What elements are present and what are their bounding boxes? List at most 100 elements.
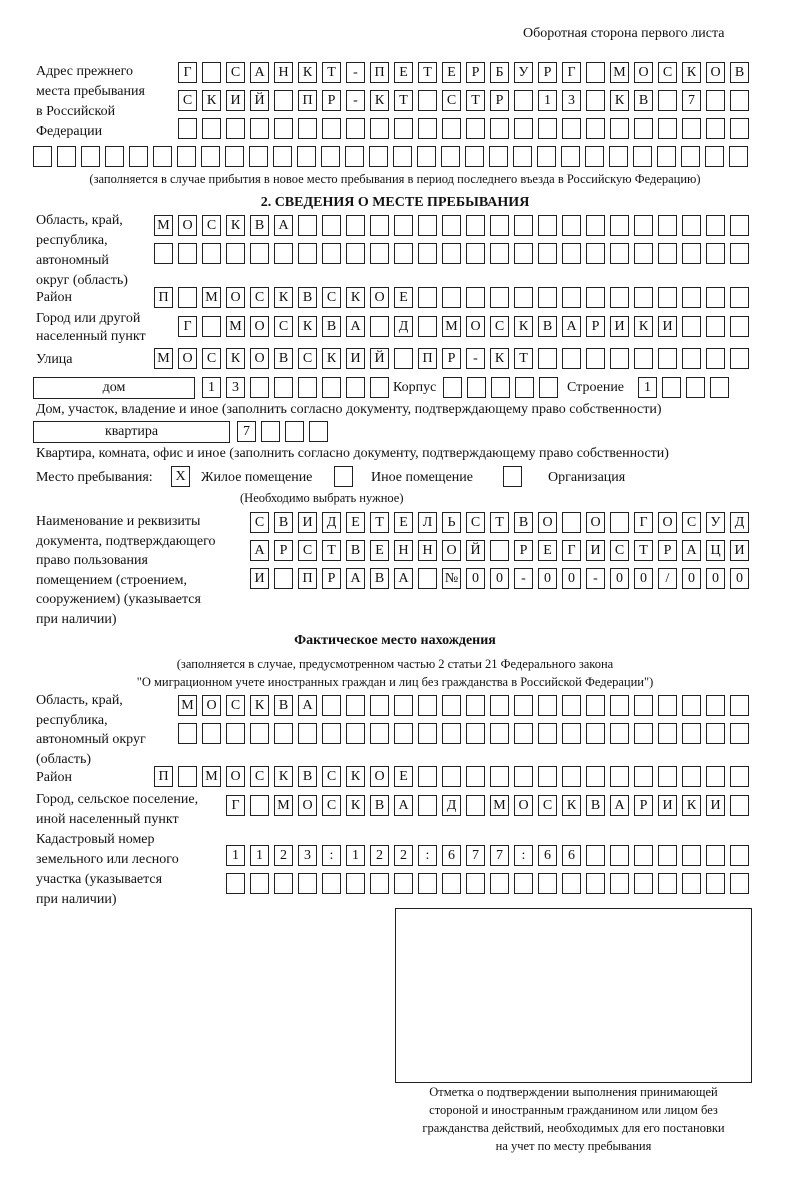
actual-region-row-2-cell[interactable]: [466, 723, 485, 744]
actual-region-row-1-cell[interactable]: [418, 695, 437, 716]
region-row-2-cell[interactable]: [274, 243, 293, 264]
city-row-cell[interactable]: [706, 316, 725, 337]
doc-row-2-cell[interactable]: [490, 540, 509, 561]
region-row-2-cell[interactable]: [682, 243, 701, 264]
actual-district-row-cell[interactable]: [466, 766, 485, 787]
cadastral-row-1-cell[interactable]: 1: [226, 845, 245, 866]
region-row-2-cell[interactable]: [490, 243, 509, 264]
doc-row-1-cell[interactable]: О: [538, 512, 557, 533]
cadastral-row-1-cell[interactable]: [610, 845, 629, 866]
city-row-cell[interactable]: М: [226, 316, 245, 337]
doc-row-1-cell[interactable]: Т: [370, 512, 389, 533]
prev-address-row-4-cell[interactable]: [321, 146, 340, 167]
region-row-1-cell[interactable]: [346, 215, 365, 236]
actual-district-row-cell[interactable]: К: [346, 766, 365, 787]
city-row-cell[interactable]: И: [658, 316, 677, 337]
region-row-1-cell[interactable]: С: [202, 215, 221, 236]
doc-row-2-cell[interactable]: Г: [562, 540, 581, 561]
house-number-row-cell[interactable]: [322, 377, 341, 398]
street-row-cell[interactable]: [586, 348, 605, 369]
region-row-2-cell[interactable]: [538, 243, 557, 264]
apartment-row-cell[interactable]: [285, 421, 304, 442]
cadastral-row-1-cell[interactable]: :: [514, 845, 533, 866]
doc-row-2-cell[interactable]: О: [442, 540, 461, 561]
doc-row-2-cell[interactable]: С: [298, 540, 317, 561]
region-row-2-cell[interactable]: [466, 243, 485, 264]
actual-region-row-2-cell[interactable]: [442, 723, 461, 744]
actual-district-row-cell[interactable]: [682, 766, 701, 787]
actual-region-row-2-cell[interactable]: [202, 723, 221, 744]
prev-address-row-1-cell[interactable]: Т: [418, 62, 437, 83]
region-row-1-cell[interactable]: [322, 215, 341, 236]
city-row-cell[interactable]: В: [322, 316, 341, 337]
cadastral-row-1-cell[interactable]: 2: [394, 845, 413, 866]
actual-region-row-2-cell[interactable]: [730, 723, 749, 744]
stroenie-row-cell[interactable]: [686, 377, 705, 398]
street-row-cell[interactable]: Й: [370, 348, 389, 369]
cadastral-row-2-cell[interactable]: [442, 873, 461, 894]
city-row-cell[interactable]: [418, 316, 437, 337]
city-row-cell[interactable]: К: [634, 316, 653, 337]
stroenie-row-cell[interactable]: [662, 377, 681, 398]
actual-city-row-cell[interactable]: И: [658, 795, 677, 816]
actual-region-row-1-cell[interactable]: [706, 695, 725, 716]
actual-city-row-cell[interactable]: О: [298, 795, 317, 816]
prev-address-row-4-cell[interactable]: [105, 146, 124, 167]
district-row-cell[interactable]: К: [346, 287, 365, 308]
actual-city-row-cell[interactable]: К: [682, 795, 701, 816]
region-row-1-cell[interactable]: К: [226, 215, 245, 236]
cadastral-row-1-cell[interactable]: 7: [466, 845, 485, 866]
cadastral-row-1-cell[interactable]: [730, 845, 749, 866]
doc-row-3-cell[interactable]: 0: [730, 568, 749, 589]
district-row-cell[interactable]: [682, 287, 701, 308]
doc-row-1-cell[interactable]: С: [250, 512, 269, 533]
doc-row-3-cell[interactable]: -: [586, 568, 605, 589]
doc-row-3-cell[interactable]: И: [250, 568, 269, 589]
region-row-1-cell[interactable]: [634, 215, 653, 236]
prev-address-row-3-cell[interactable]: [226, 118, 245, 139]
actual-region-row-1-cell[interactable]: [610, 695, 629, 716]
region-row-2-cell[interactable]: [514, 243, 533, 264]
cadastral-row-2-cell[interactable]: [586, 873, 605, 894]
prev-address-row-3-cell[interactable]: [178, 118, 197, 139]
prev-address-row-3-cell[interactable]: [250, 118, 269, 139]
prev-address-row-2-cell[interactable]: 1: [538, 90, 557, 111]
doc-row-3-cell[interactable]: 0: [634, 568, 653, 589]
doc-row-1-cell[interactable]: [610, 512, 629, 533]
prev-address-row-1-cell[interactable]: В: [730, 62, 749, 83]
city-row-cell[interactable]: А: [562, 316, 581, 337]
prev-address-row-4-cell[interactable]: [345, 146, 364, 167]
district-row-cell[interactable]: М: [202, 287, 221, 308]
region-row-2-cell[interactable]: [418, 243, 437, 264]
doc-row-3-cell[interactable]: А: [394, 568, 413, 589]
actual-city-row-cell[interactable]: К: [562, 795, 581, 816]
house-number-row-cell[interactable]: 1: [202, 377, 221, 398]
cadastral-row-1-cell[interactable]: 6: [562, 845, 581, 866]
doc-row-2-cell[interactable]: Н: [394, 540, 413, 561]
prev-address-row-4-cell[interactable]: [129, 146, 148, 167]
prev-address-row-4-cell[interactable]: [585, 146, 604, 167]
actual-region-row-1-cell[interactable]: [394, 695, 413, 716]
doc-row-1-cell[interactable]: Ь: [442, 512, 461, 533]
stroenie-row-cell[interactable]: [710, 377, 729, 398]
cadastral-row-2-cell[interactable]: [514, 873, 533, 894]
region-row-1-cell[interactable]: [298, 215, 317, 236]
doc-row-2-cell[interactable]: Е: [538, 540, 557, 561]
cadastral-row-2-cell[interactable]: [706, 873, 725, 894]
doc-row-3-cell[interactable]: №: [442, 568, 461, 589]
actual-district-row-cell[interactable]: [658, 766, 677, 787]
prev-address-row-4-cell[interactable]: [273, 146, 292, 167]
region-row-1-cell[interactable]: [418, 215, 437, 236]
actual-city-row-cell[interactable]: [250, 795, 269, 816]
prev-address-row-3-cell[interactable]: [490, 118, 509, 139]
actual-region-row-2-cell[interactable]: [226, 723, 245, 744]
actual-region-row-2-cell[interactable]: [562, 723, 581, 744]
doc-row-2-cell[interactable]: С: [610, 540, 629, 561]
doc-row-2-cell[interactable]: И: [730, 540, 749, 561]
actual-region-row-2-cell[interactable]: [394, 723, 413, 744]
city-row-cell[interactable]: Р: [586, 316, 605, 337]
prev-address-row-4-cell[interactable]: [441, 146, 460, 167]
actual-city-row-cell[interactable]: А: [610, 795, 629, 816]
doc-row-1-cell[interactable]: С: [682, 512, 701, 533]
doc-row-3-cell[interactable]: П: [298, 568, 317, 589]
